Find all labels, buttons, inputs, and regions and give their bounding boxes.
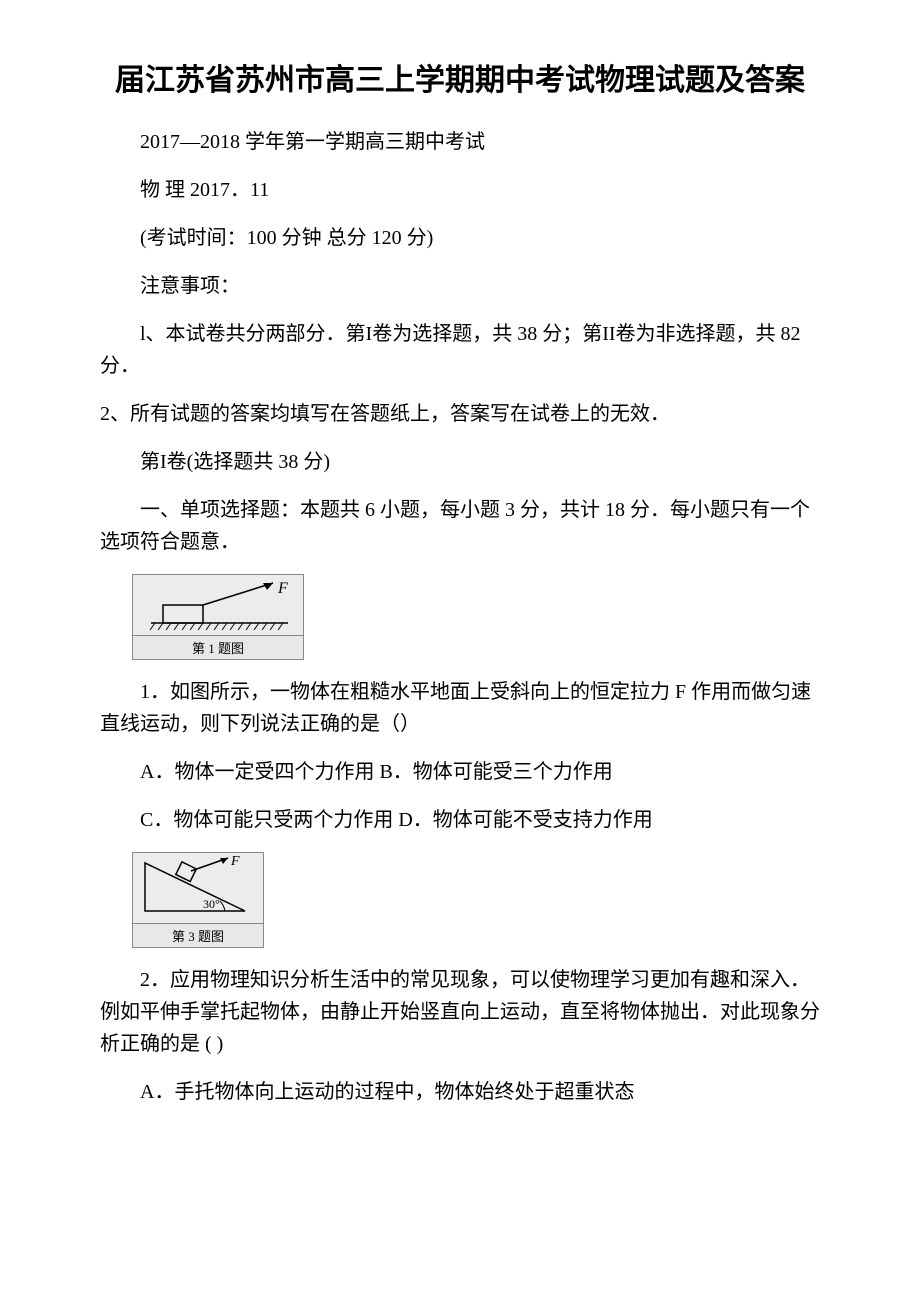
question-type-heading: 一、单项选择题：本题共 6 小题，每小题 3 分，共计 18 分．每小题只有一个… xyxy=(100,494,820,558)
question-2: 2．应用物理知识分析生活中的常见现象，可以使物理学习更加有趣和深入．例如平伸手掌… xyxy=(100,964,820,1060)
exam-time-score: (考试时间：100 分钟 总分 120 分) xyxy=(100,222,820,254)
document-title: 届江苏省苏州市高三上学期期中考试物理试题及答案 xyxy=(100,60,820,102)
subject-date: 物 理 2017．11 xyxy=(100,174,820,206)
question-1-options-ab: A．物体一定受四个力作用 B．物体可能受三个力作用 xyxy=(100,756,820,788)
note-1: l、本试卷共分两部分．第I卷为选择题，共 38 分；第II卷为非选择题，共 82… xyxy=(100,318,820,382)
figure-3-f-label: F xyxy=(230,854,240,869)
question-1: 1．如图所示，一物体在粗糙水平地面上受斜向上的恒定拉力 F 作用而做匀速直线运动… xyxy=(100,676,820,740)
question-1-options-cd: C．物体可能只受两个力作用 D．物体可能不受支持力作用 xyxy=(100,804,820,836)
note-2: 2、所有试题的答案均填写在答题纸上，答案写在试卷上的无效． xyxy=(100,398,820,430)
figure-1-f-label: F xyxy=(277,580,288,597)
exam-year-line: 2017—2018 学年第一学期高三期中考试 xyxy=(100,126,820,158)
section-1-heading: 第I卷(选择题共 38 分) xyxy=(100,446,820,478)
figure-1: F 第 1 题图 xyxy=(132,574,304,660)
question-2-option-a: A．手托物体向上运动的过程中，物体始终处于超重状态 xyxy=(100,1076,820,1108)
figure-3: F 30° 第 3 题图 xyxy=(132,852,264,948)
figure-3-caption: 第 3 题图 xyxy=(133,923,263,947)
figure-1-caption: 第 1 题图 xyxy=(133,635,303,659)
figure-3-angle: 30° xyxy=(203,897,220,911)
notes-heading: 注意事项： xyxy=(100,270,820,302)
